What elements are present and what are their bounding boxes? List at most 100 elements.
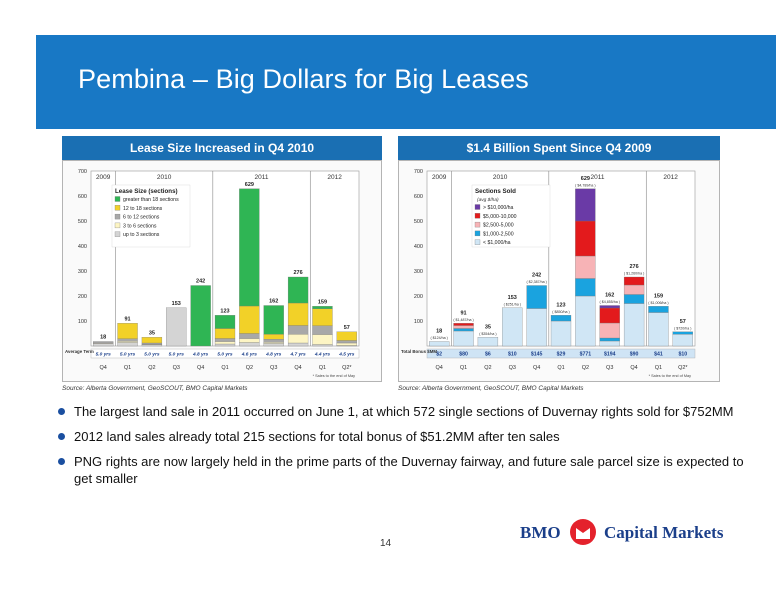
band-value: 4.5 yrs [338,352,355,358]
bar-segment [141,344,163,347]
bar-segment [526,308,547,347]
y-tick-label: 600 [414,194,423,200]
bar-segment [312,344,333,347]
band-value: $80 [459,352,468,358]
avg-price-label: ( $1,487/ha ) [453,318,473,322]
legend-swatch [114,231,121,237]
bar-segment [672,331,693,335]
y-tick-label: 100 [78,319,87,325]
legend-swatch [474,221,481,228]
legend-swatch [114,205,121,211]
legend-swatch [474,239,481,245]
legend-entry: $1,000-2,500 [483,231,514,237]
x-tick-label: Q1 [124,365,131,371]
legend-entry: up to 3 sections [123,232,160,238]
avg-price-label: ( $850/ha ) [552,310,569,314]
legend-entry: > $10,000/ha [483,205,514,211]
bar-segment [141,342,163,345]
bar-total-label: 153 [508,295,517,301]
legend-box [111,184,191,248]
avg-price-label: ( $4,855/ha ) [600,300,620,304]
bar-segment [263,343,284,347]
bar-segment [526,285,547,309]
bar-segment [239,188,260,307]
x-tick-label: Q2 [148,365,155,371]
bmo-m-icon [576,528,590,539]
y-tick-label: 200 [78,294,87,300]
band-value: $771 [580,352,592,358]
bar-total-label: 629 [245,182,254,188]
bullet-list: The largest land sale in 2011 occurred o… [58,403,748,495]
bmo-roundel-icon [570,519,596,545]
bar-segment [214,341,236,345]
bar-segment [239,338,260,343]
bullet-item: The largest land sale in 2011 occurred o… [58,403,748,420]
bar-segment [575,278,596,297]
y-tick-label: 700 [414,169,423,175]
x-tick-label: Q2 [582,365,589,371]
bar-segment [623,294,645,304]
bar-segment [599,337,620,342]
bar-segment [312,334,333,345]
bar-segment [336,340,357,344]
legend-swatch [474,213,481,219]
y-tick-label: 600 [78,194,87,200]
band-value: $2 [436,352,442,358]
bar-segment [239,305,260,334]
legend-swatch [474,230,481,237]
bar-total-label: 123 [556,302,565,308]
x-tick-label: Q4 [100,365,107,371]
bar-segment [623,284,645,295]
bullet-dot-icon [58,458,65,465]
legend-entry: 12 to 18 sections [123,206,163,212]
y-tick-label: 500 [78,219,87,225]
year-label: 2011 [255,174,269,181]
x-tick-label: Q3 [509,365,516,371]
x-tick-label: Q2* [678,365,688,371]
x-tick-label: Q4 [630,365,637,371]
legend-title: Lease Size (sections) [115,188,178,195]
bar-segment [117,338,138,342]
bar-total-label: 57 [344,325,350,331]
legend-entry: 3 to 6 sections [123,223,157,229]
bar-total-label: 35 [149,330,155,336]
year-label: 2012 [663,174,678,181]
bar-segment [599,340,620,347]
band-row [90,348,360,359]
bar-segment [575,295,596,347]
bar-segment [599,307,620,324]
legend-swatch [114,222,121,229]
bar-segment [239,342,260,347]
bar-segment [575,220,596,257]
bar-total-label: 242 [532,273,541,279]
bar-segment [477,337,499,347]
bar-segment [575,255,596,279]
band-value: 4.4 yrs [314,352,331,358]
x-tick-label: Q1 [221,365,228,371]
bar-segment [336,331,357,341]
band-value: 5.0 yrs [217,352,233,358]
band-value: 5.0 yrs [120,352,136,358]
avg-price-label: ( $720/ha ) [674,326,691,330]
bar-total-label: 57 [680,319,686,325]
bar-segment [648,312,669,347]
bar-segment [214,328,236,339]
bar-segment [648,306,669,313]
x-tick-label: Q2* [342,365,352,371]
bar-segment [575,188,596,222]
x-tick-label: Q1 [655,365,662,371]
y-tick-label: 100 [414,319,423,325]
bar-total-label: 276 [629,264,638,270]
lease-size-chart-panel: 100 200 300 400 500 600 700 2009 2010 2011 2012 18 Q… [62,160,382,382]
bar-total-label: 18 [100,335,106,341]
band-row [426,348,696,359]
bar-segment [93,341,114,344]
bar-segment [312,306,333,309]
x-tick-label: Q3 [606,365,613,371]
bar-segment [287,276,309,304]
bar-segment [336,342,357,346]
y-tick-label: 200 [414,294,423,300]
bar-total-label: 629 [581,176,590,182]
bar-segment [166,307,187,347]
band-value: $6 [485,352,491,358]
